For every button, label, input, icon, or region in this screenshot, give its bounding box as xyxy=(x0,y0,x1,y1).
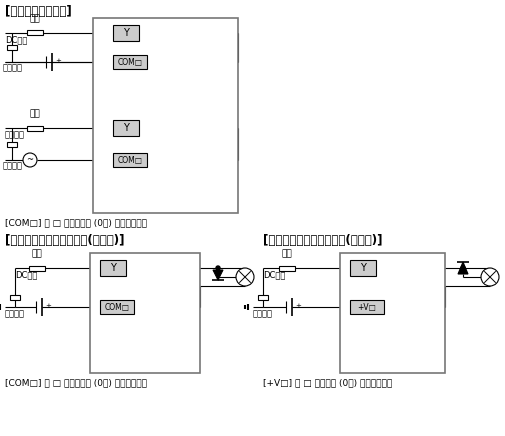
Bar xyxy=(350,260,376,276)
Bar xyxy=(7,45,17,50)
Text: [トランジスタ出力タイプ(ソース)]: [トランジスタ出力タイプ(ソース)] xyxy=(263,234,382,247)
Text: 負荷: 負荷 xyxy=(32,249,42,258)
Bar xyxy=(29,266,45,270)
Text: Y: Y xyxy=(123,28,129,38)
Text: 負荷: 負荷 xyxy=(282,249,292,258)
Text: DC電源: DC電源 xyxy=(5,35,27,44)
Bar xyxy=(27,31,43,35)
Bar xyxy=(113,25,139,41)
Bar xyxy=(100,260,126,276)
Bar xyxy=(10,295,20,300)
Text: ヒューズ: ヒューズ xyxy=(253,309,273,318)
Text: [トランジスタ出力タイプ(シンク)]: [トランジスタ出力タイプ(シンク)] xyxy=(5,234,125,247)
Text: ~: ~ xyxy=(26,156,33,164)
Bar xyxy=(340,253,445,373)
Text: [COM□] の □ には、番号 (0～) が入ります。: [COM□] の □ には、番号 (0～) が入ります。 xyxy=(5,218,147,227)
Text: COM□: COM□ xyxy=(118,58,142,67)
Text: Y: Y xyxy=(360,263,366,273)
Bar xyxy=(279,266,295,270)
Circle shape xyxy=(236,268,254,286)
Text: 負荷: 負荷 xyxy=(30,109,40,118)
Text: [+V□] の □ には番号 (0～) が入ります。: [+V□] の □ には番号 (0～) が入ります。 xyxy=(263,378,392,387)
Bar xyxy=(90,253,200,373)
Text: +V□: +V□ xyxy=(358,303,376,311)
Circle shape xyxy=(23,153,37,167)
Text: Y: Y xyxy=(123,123,129,133)
Text: 負荷: 負荷 xyxy=(30,14,40,23)
Bar xyxy=(27,126,43,130)
Text: DC電源: DC電源 xyxy=(263,270,285,279)
Polygon shape xyxy=(213,270,223,280)
Circle shape xyxy=(481,268,499,286)
Text: [リレー出力タイプ]: [リレー出力タイプ] xyxy=(5,5,72,18)
Text: 外部電源: 外部電源 xyxy=(5,130,25,139)
Circle shape xyxy=(461,266,465,270)
Text: Y: Y xyxy=(110,263,116,273)
Bar xyxy=(7,142,17,146)
Text: ヒューズ: ヒューズ xyxy=(3,161,23,170)
Bar xyxy=(113,120,139,136)
Text: COM□: COM□ xyxy=(105,303,129,311)
Text: +: + xyxy=(55,58,61,64)
Text: +: + xyxy=(45,303,51,309)
Bar xyxy=(113,55,147,69)
Text: COM□: COM□ xyxy=(118,156,142,164)
Bar xyxy=(350,300,384,314)
Text: ヒューズ: ヒューズ xyxy=(5,309,25,318)
Bar xyxy=(93,18,238,213)
Circle shape xyxy=(216,266,220,270)
Text: +: + xyxy=(295,303,301,309)
Text: [COM□] の □ には、番号 (0～) が入ります。: [COM□] の □ には、番号 (0～) が入ります。 xyxy=(5,378,147,387)
Bar xyxy=(258,295,268,300)
Text: DC電源: DC電源 xyxy=(15,270,37,279)
Polygon shape xyxy=(458,262,468,274)
Text: ヒューズ: ヒューズ xyxy=(3,63,23,72)
Bar xyxy=(100,300,134,314)
Bar xyxy=(113,153,147,167)
